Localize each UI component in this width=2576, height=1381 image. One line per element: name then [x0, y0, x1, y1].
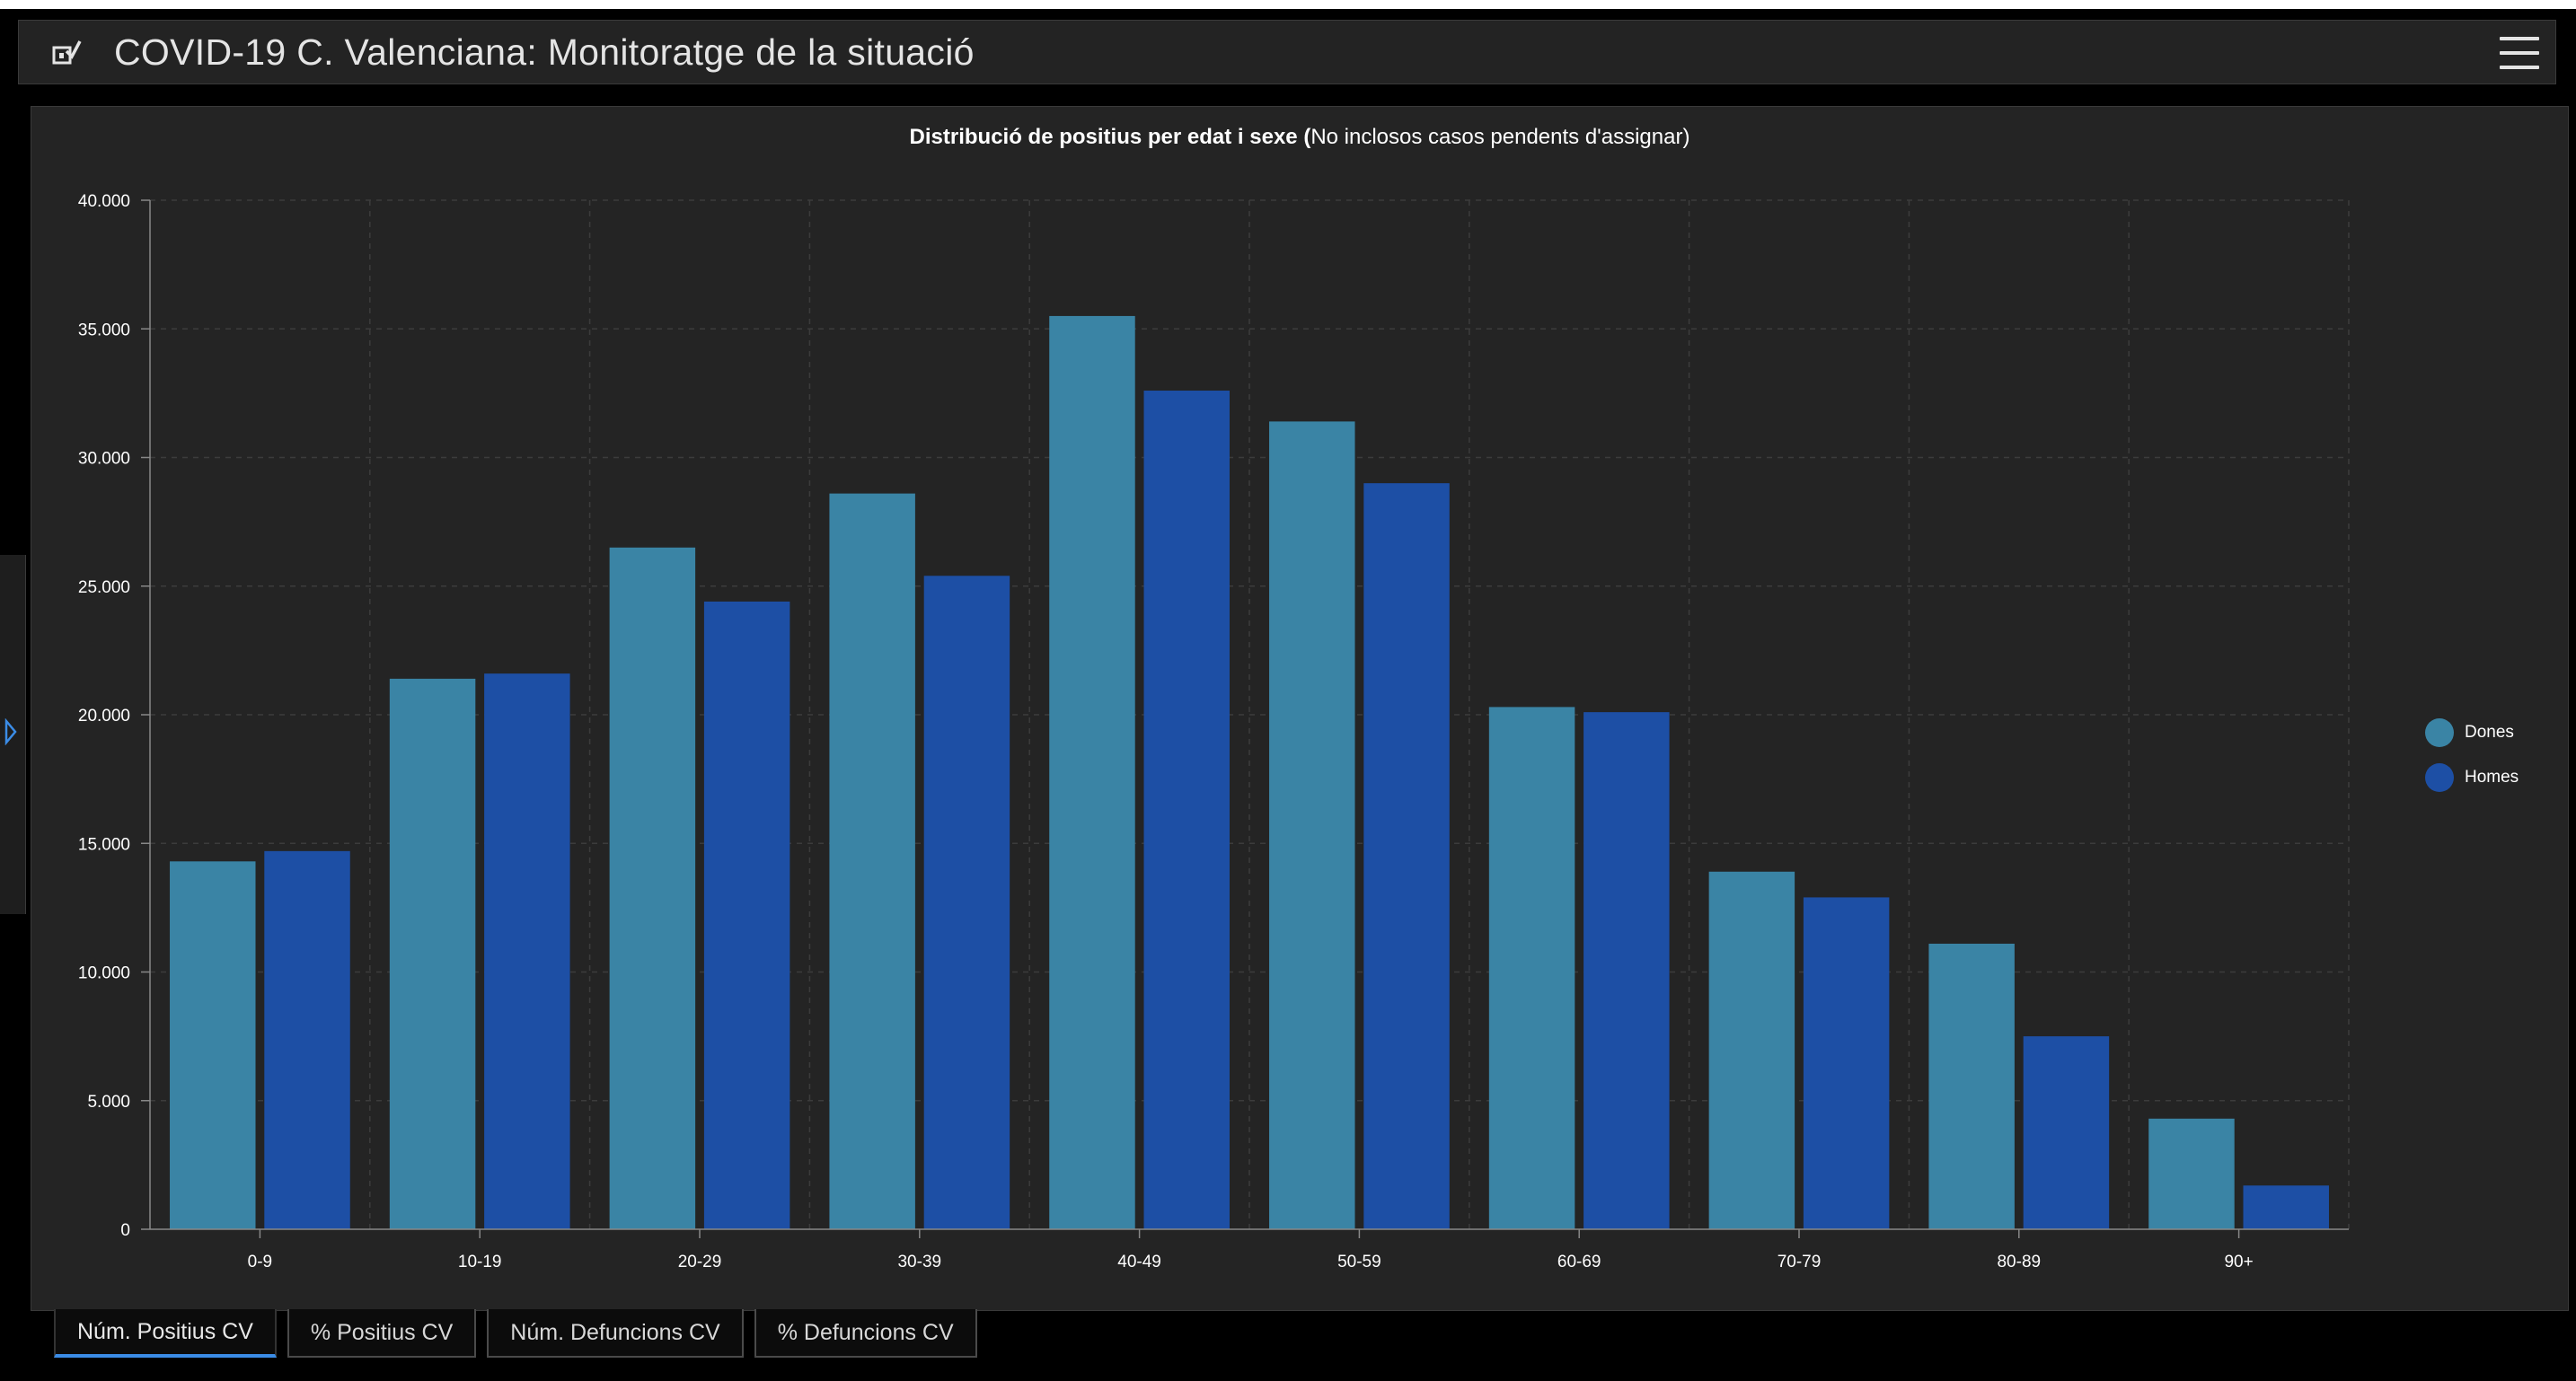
y-tick-label: 20.000 [78, 707, 130, 726]
tab-num-defuncions[interactable]: Núm. Defuncions CV [487, 1309, 744, 1358]
bar-dones-90+ [2148, 1118, 2235, 1229]
x-tick-label: 10-19 [458, 1253, 502, 1271]
bar-dones-0-9 [170, 861, 256, 1229]
x-tick-label: 60-69 [1557, 1253, 1601, 1271]
tab-num-positius[interactable]: Núm. Positius CV [54, 1309, 277, 1358]
legend-swatch-homes [2425, 763, 2454, 792]
y-tick-label: 0 [120, 1221, 130, 1240]
bar-homes-40-49 [1143, 391, 1230, 1229]
bar-dones-80-89 [1928, 943, 2015, 1229]
bar-dones-70-79 [1708, 871, 1795, 1229]
x-tick-label: 70-79 [1778, 1253, 1822, 1271]
legend-label-dones: Dones [2465, 723, 2514, 742]
y-tick-label: 5.000 [87, 1093, 130, 1112]
chart-panel: Distribució de positius per edat i sexe … [31, 106, 2569, 1311]
bar-dones-20-29 [609, 547, 696, 1229]
bar-homes-60-69 [1584, 712, 1670, 1229]
y-tick-label: 35.000 [78, 321, 130, 339]
bottom-tabs: Núm. Positius CV % Positius CV Núm. Defu… [54, 1309, 988, 1359]
caret-right-icon [4, 718, 17, 745]
chart-title-note: No inclosos casos pendents d'assignar) [1310, 125, 1690, 149]
bar-dones-30-39 [829, 493, 915, 1229]
app-header: COVID-19 C. Valenciana: Monitoratge de l… [18, 20, 2556, 84]
chart-title-bold: Distribució de positius per edat i sexe … [909, 125, 1311, 149]
y-tick-label: 15.000 [78, 835, 130, 854]
sidebar-toggle[interactable] [0, 555, 26, 914]
bar-homes-0-9 [264, 850, 350, 1229]
bar-homes-10-19 [484, 673, 570, 1229]
bar-homes-90+ [2243, 1185, 2329, 1229]
bar-homes-20-29 [703, 601, 790, 1229]
tab-pct-defuncions[interactable]: % Defuncions CV [754, 1309, 977, 1358]
bar-dones-60-69 [1488, 707, 1575, 1229]
x-tick-label: 50-59 [1337, 1253, 1381, 1271]
y-tick-label: 40.000 [78, 192, 130, 211]
bar-homes-70-79 [1803, 897, 1890, 1229]
legend-label-homes: Homes [2465, 768, 2519, 787]
bar-dones-50-59 [1269, 421, 1355, 1229]
legend-swatch-dones [2425, 718, 2454, 747]
x-tick-label: 0-9 [248, 1253, 272, 1271]
legend-item-homes[interactable]: Homes [2425, 755, 2519, 800]
bar-dones-10-19 [389, 678, 476, 1229]
chart-legend: Dones Homes [2425, 710, 2519, 800]
y-tick-label: 25.000 [78, 578, 130, 597]
x-tick-label: 80-89 [1997, 1253, 2041, 1271]
x-tick-label: 30-39 [897, 1253, 941, 1271]
bar-homes-50-59 [1363, 483, 1450, 1229]
bar-homes-80-89 [2023, 1036, 2110, 1229]
chart-title: Distribució de positius per edat i sexe … [31, 125, 2568, 150]
app-title: COVID-19 C. Valenciana: Monitoratge de l… [114, 31, 975, 73]
bar-dones-40-49 [1049, 315, 1135, 1229]
bar-chart: 0 5.000 10.000 15.000 20.000 25.000 30.000 35.0… [78, 192, 2350, 1271]
y-tick-label: 10.000 [78, 964, 130, 983]
tab-pct-positius[interactable]: % Positius CV [287, 1309, 477, 1358]
x-tick-label: 20-29 [678, 1253, 722, 1271]
hamburger-menu-icon[interactable] [2500, 33, 2539, 73]
top-border [0, 0, 2576, 9]
bar-homes-30-39 [923, 576, 1010, 1229]
x-tick-label: 40-49 [1117, 1253, 1161, 1271]
chart-check-icon [52, 40, 82, 65]
legend-item-dones[interactable]: Dones [2425, 710, 2519, 755]
x-tick-label: 90+ [2224, 1253, 2253, 1271]
y-tick-label: 30.000 [78, 450, 130, 469]
